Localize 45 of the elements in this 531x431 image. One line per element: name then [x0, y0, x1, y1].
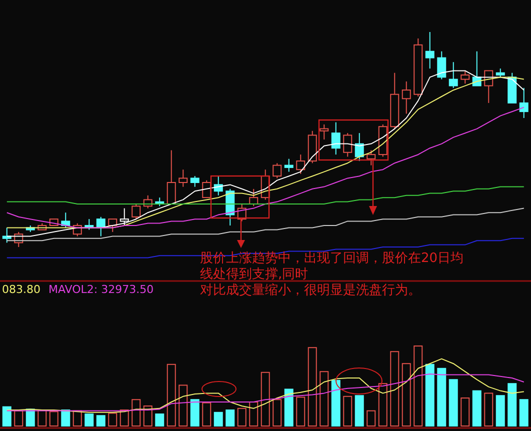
bar	[61, 410, 70, 426]
text: MAVOL2: 32973.50	[48, 283, 154, 296]
bar	[155, 414, 164, 426]
bar	[308, 347, 317, 426]
bar	[378, 383, 388, 426]
bar	[178, 384, 188, 426]
bar	[320, 371, 329, 426]
text: 对比成交量缩小，很明显是洗盘行为。	[200, 282, 421, 298]
bar	[343, 396, 352, 426]
text: 083.80	[2, 283, 40, 296]
bar	[366, 410, 376, 426]
bar	[84, 414, 94, 426]
bar	[390, 351, 400, 426]
bar	[402, 363, 411, 426]
bar	[49, 411, 58, 426]
bar	[272, 399, 282, 426]
bar	[226, 410, 235, 426]
bar	[519, 399, 528, 426]
bar	[448, 379, 458, 426]
bar	[202, 402, 212, 426]
bar	[14, 410, 24, 426]
bar	[108, 412, 118, 426]
bar	[437, 368, 446, 426]
bar	[166, 364, 176, 426]
bar	[508, 383, 517, 426]
bar	[331, 380, 340, 426]
bar	[496, 395, 505, 426]
bar	[284, 388, 294, 426]
bar	[143, 406, 152, 426]
bar	[484, 392, 494, 426]
bar	[237, 408, 246, 426]
bar	[132, 399, 141, 426]
bar	[249, 402, 258, 426]
bar	[472, 390, 482, 426]
bar	[260, 372, 270, 426]
bar	[425, 364, 434, 426]
text: 线处得到支撑,同时	[200, 267, 308, 282]
bar	[214, 412, 223, 426]
bar	[460, 398, 470, 426]
bar	[354, 395, 364, 426]
bar	[2, 406, 12, 426]
bar	[96, 415, 106, 426]
bar	[190, 399, 200, 426]
bar	[296, 396, 306, 426]
bar	[414, 346, 423, 426]
